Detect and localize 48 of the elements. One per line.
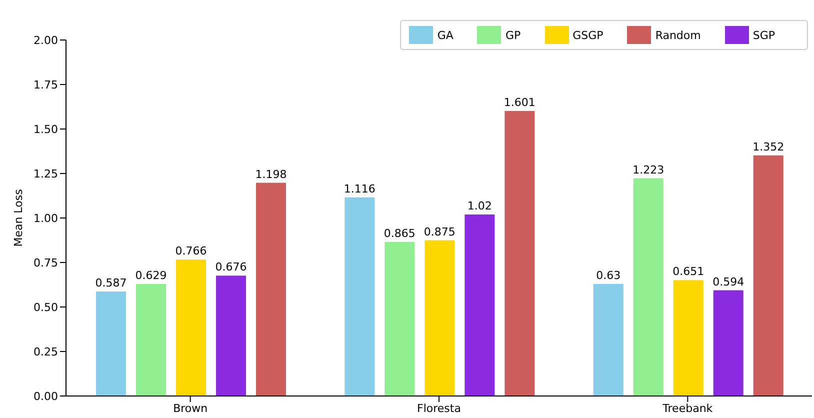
data-label: 0.594 [712,275,744,288]
y-tick-label: 1.75 [34,78,58,92]
bar [504,111,535,396]
data-label: 0.651 [672,265,704,278]
bar [593,284,624,396]
data-label: 0.875 [424,225,456,238]
x-tick-label: Brown [173,402,208,415]
y-tick-label: 1.50 [34,122,58,136]
legend-label: GSGP [572,29,604,42]
data-label: 0.629 [135,269,167,282]
bar [216,276,246,396]
bar [136,284,166,396]
data-label: 1.116 [344,182,376,196]
x-tick-label: Floresta [417,402,461,415]
bar [384,242,415,396]
bar [424,240,455,396]
legend-label: GP [505,29,521,42]
bar [633,178,664,396]
data-label: 0.865 [384,227,416,240]
y-tick-label: 1.25 [34,167,58,180]
bar [96,292,126,396]
bar [256,182,286,396]
bar [176,260,206,396]
data-label: 1.198 [255,168,287,181]
y-tick-label: 0.50 [34,300,58,314]
bar [753,155,784,396]
legend-label: Random [655,29,701,42]
data-label: 0.587 [95,276,127,290]
data-label: 1.352 [752,140,784,154]
data-label: 1.02 [467,199,492,212]
data-label: 0.766 [175,244,207,258]
x-tick-label: Treebank [662,402,714,415]
data-label: 0.676 [215,260,247,274]
data-label: 1.601 [504,96,536,110]
y-tick-label: 0.25 [34,345,58,358]
y-tick-label: 2.00 [34,34,58,47]
legend-label: SGP [752,29,775,42]
y-axis-title: Mean Loss [12,188,25,247]
bar [673,280,704,396]
bar [344,197,375,396]
y-tick-label: 0.75 [34,256,58,270]
bar [464,214,495,396]
bar [713,290,744,396]
data-label: 1.223 [632,163,664,176]
y-tick-label: 0.00 [34,390,58,403]
data-label: 0.63 [596,268,621,282]
y-tick-label: 1.00 [34,212,58,225]
legend-label: GA [437,29,454,42]
